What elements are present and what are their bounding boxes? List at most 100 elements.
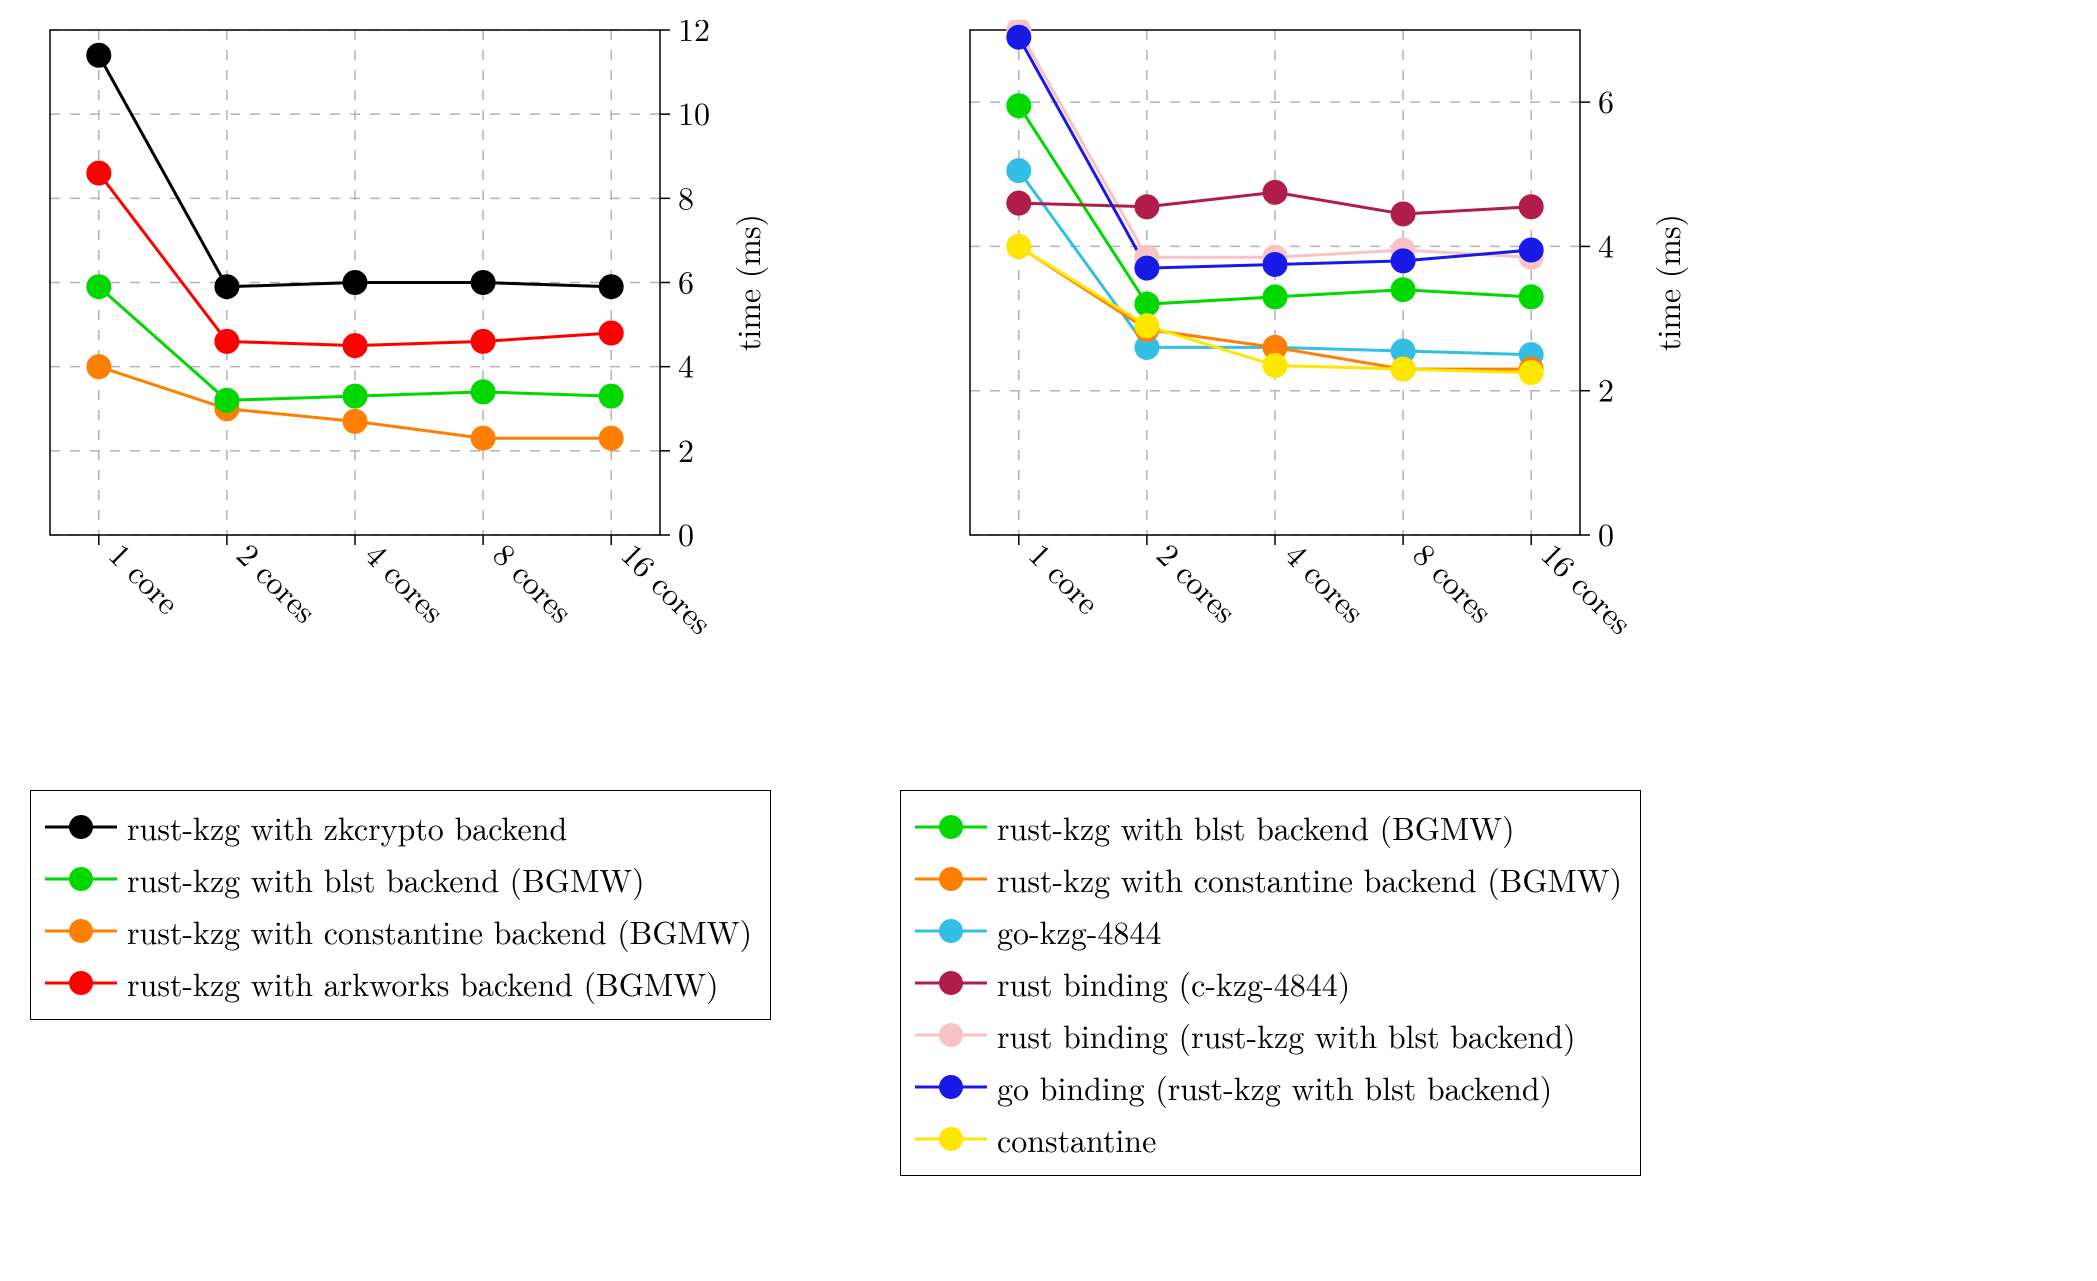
series-marker-orange: [87, 355, 111, 379]
series-marker-skyblue: [1007, 159, 1031, 183]
series-marker-black: [215, 275, 239, 299]
series-marker-green: [343, 384, 367, 408]
right-panel: 02461 core2 cores4 cores8 cores16 corest…: [950, 20, 1720, 1176]
legend-marker-icon: [939, 971, 963, 995]
legend-swatch: [915, 913, 987, 949]
xtick-label: 2 cores: [1148, 532, 1248, 632]
ytick-label: 2: [1598, 367, 1614, 412]
series-marker-green: [215, 388, 239, 412]
legend-item: go binding (rust-kzg with blst backend): [915, 1061, 1622, 1113]
legend-item: rust-kzg with constantine backend (BGMW): [45, 905, 752, 957]
left-panel: 0246810121 core2 cores4 cores8 cores16 c…: [30, 20, 800, 1020]
ytick-label: 6: [1598, 78, 1614, 123]
ytick-label: 10: [678, 90, 710, 135]
series-marker-crimson: [1007, 191, 1031, 215]
legend-marker-icon: [939, 1075, 963, 1099]
ytick-label: 4: [678, 343, 694, 388]
xtick-label: 16 cores: [1532, 532, 1643, 643]
ytick-label: 0: [1598, 511, 1614, 556]
series-marker-crimson: [1135, 195, 1159, 219]
legend-swatch: [45, 861, 117, 897]
series-marker-blue: [1007, 25, 1031, 49]
series-marker-red: [599, 321, 623, 345]
legend-item: go-kzg-4844: [915, 905, 1622, 957]
legend-swatch: [45, 965, 117, 1001]
legend-label: rust-kzg with blst backend (BGMW): [997, 805, 1515, 850]
y-axis-label: time (ms): [1645, 214, 1690, 351]
legend-swatch: [45, 913, 117, 949]
legend-marker-icon: [939, 1023, 963, 1047]
legend-item: rust binding (c-kzg-4844): [915, 957, 1622, 1009]
legend-swatch: [45, 809, 117, 845]
series-marker-green: [599, 384, 623, 408]
legend-marker-icon: [939, 1127, 963, 1151]
series-marker-yellow: [1263, 353, 1287, 377]
legend-item: rust-kzg with arkworks backend (BGMW): [45, 957, 752, 1009]
series-marker-blue: [1263, 252, 1287, 276]
series-marker-orange: [471, 426, 495, 450]
legend-swatch: [915, 809, 987, 845]
ytick-label: 4: [1598, 222, 1614, 267]
series-marker-yellow: [1007, 234, 1031, 258]
legend-label: rust-kzg with zkcrypto backend: [127, 805, 567, 850]
series-marker-green: [1263, 285, 1287, 309]
series-marker-crimson: [1519, 195, 1543, 219]
ytick-label: 6: [678, 259, 694, 304]
legend-item: rust-kzg with zkcrypto backend: [45, 801, 752, 853]
right-chart-wrap: 02461 core2 cores4 cores8 cores16 corest…: [950, 20, 1720, 680]
right-chart-svg: 02461 core2 cores4 cores8 cores16 corest…: [950, 20, 1720, 675]
legend-item: rust-kzg with blst backend (BGMW): [915, 801, 1622, 853]
legend-swatch: [915, 861, 987, 897]
ytick-label: 12: [678, 20, 710, 51]
series-marker-green: [471, 380, 495, 404]
xtick-label: 2 cores: [228, 532, 328, 632]
series-marker-black: [471, 271, 495, 295]
series-marker-red: [343, 334, 367, 358]
xtick-label: 16 cores: [612, 532, 723, 643]
legend-swatch: [915, 1017, 987, 1053]
legend-marker-icon: [939, 919, 963, 943]
left-legend: rust-kzg with zkcrypto backend rust-kzg w…: [30, 790, 771, 1020]
ytick-label: 2: [678, 427, 694, 472]
series-marker-black: [599, 275, 623, 299]
legend-marker-icon: [69, 971, 93, 995]
left-chart-wrap: 0246810121 core2 cores4 cores8 cores16 c…: [30, 20, 800, 680]
series-marker-blue: [1135, 256, 1159, 280]
series-marker-blue: [1391, 249, 1415, 273]
series-marker-crimson: [1391, 202, 1415, 226]
legend-swatch: [915, 1069, 987, 1105]
legend-label: constantine: [997, 1117, 1156, 1162]
legend-marker-icon: [69, 815, 93, 839]
left-chart-svg: 0246810121 core2 cores4 cores8 cores16 c…: [30, 20, 800, 675]
xtick-label: 4 cores: [1276, 532, 1376, 632]
legend-label: go binding (rust-kzg with blst backend): [997, 1065, 1552, 1110]
legend-item: rust binding (rust-kzg with blst backend…: [915, 1009, 1622, 1061]
panels-row: 0246810121 core2 cores4 cores8 cores16 c…: [0, 0, 2097, 1176]
ytick-label: 8: [678, 174, 694, 219]
xtick-label: 1 core: [100, 532, 191, 623]
series-marker-orange: [343, 409, 367, 433]
series-marker-crimson: [1263, 180, 1287, 204]
series-marker-green: [1007, 94, 1031, 118]
legend-item: constantine: [915, 1113, 1622, 1165]
legend-label: rust-kzg with blst backend (BGMW): [127, 857, 645, 902]
ytick-label: 0: [678, 511, 694, 556]
legend-marker-icon: [69, 919, 93, 943]
legend-marker-icon: [939, 815, 963, 839]
legend-label: rust-kzg with constantine backend (BGMW): [127, 909, 752, 954]
legend-swatch: [915, 965, 987, 1001]
series-marker-green: [1135, 292, 1159, 316]
legend-swatch: [915, 1121, 987, 1157]
xtick-label: 4 cores: [356, 532, 456, 632]
y-axis-label: time (ms): [725, 214, 770, 351]
series-marker-orange: [599, 426, 623, 450]
legend-label: rust-kzg with constantine backend (BGMW): [997, 857, 1622, 902]
xtick-label: 1 core: [1020, 532, 1111, 623]
series-marker-black: [87, 43, 111, 67]
series-marker-blue: [1519, 238, 1543, 262]
series-marker-green: [87, 275, 111, 299]
series-marker-black: [343, 271, 367, 295]
series-marker-green: [1391, 278, 1415, 302]
legend-label: rust-kzg with arkworks backend (BGMW): [127, 961, 719, 1006]
legend-label: rust binding (rust-kzg with blst backend…: [997, 1013, 1576, 1058]
